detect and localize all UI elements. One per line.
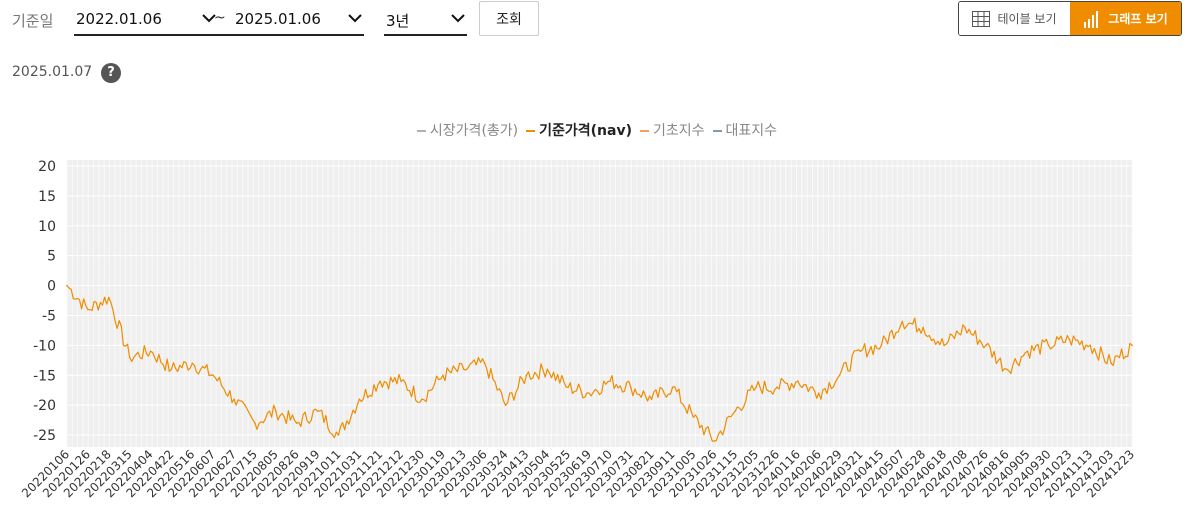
nav-data-point — [964, 326, 966, 329]
chevron-down-icon — [451, 14, 465, 23]
nav-data-point — [671, 386, 674, 389]
start-date-value: 2022.01.06 — [76, 10, 162, 28]
nav-data-point — [817, 392, 820, 394]
nav-data-point — [1047, 344, 1050, 347]
nav-data-point — [630, 386, 632, 389]
nav-data-point — [943, 344, 945, 347]
y-tick-label: 20 — [38, 159, 56, 175]
legend-item-0[interactable]: 시장가격(총가) — [416, 120, 519, 140]
legend-swatch — [640, 130, 649, 132]
nav-data-point — [713, 440, 716, 442]
nav-data-point — [567, 386, 569, 389]
table-view-button[interactable]: 테이블 보기 — [959, 2, 1070, 35]
nav-data-point — [400, 380, 402, 383]
nav-data-point — [212, 374, 214, 377]
nav-data-point — [755, 386, 757, 389]
nav-data-point — [191, 362, 194, 365]
nav-data-point — [66, 284, 68, 287]
date-range-tilde: ~ — [214, 10, 226, 26]
search-button[interactable]: 조회 — [479, 1, 539, 36]
help-icon[interactable]: ? — [101, 63, 121, 83]
end-date-select[interactable]: 2025.01.06 — [233, 4, 364, 34]
base-date-label: 기준일 — [12, 12, 54, 30]
view-toggle: 테이블 보기 그래프 보기 — [958, 1, 1182, 36]
nav-data-point — [233, 398, 235, 400]
nav-data-point — [1068, 338, 1071, 341]
legend-swatch — [416, 130, 426, 132]
nav-data-point — [316, 410, 319, 412]
nav-data-point — [901, 320, 904, 323]
nav-series-line — [66, 285, 1133, 442]
nav-data-point — [358, 398, 361, 400]
legend-label: 대표지수 — [725, 123, 778, 139]
nav-data-point — [525, 374, 528, 377]
y-tick-label: -5 — [42, 308, 56, 324]
y-tick-label: 10 — [38, 219, 56, 235]
nav-data-point — [128, 356, 131, 359]
period-select[interactable]: 3년 — [384, 4, 467, 36]
bar-chart-icon — [1084, 10, 1099, 28]
end-date-value: 2025.01.06 — [235, 10, 321, 28]
legend-label: 기초지수 — [653, 123, 705, 139]
nav-data-point — [880, 344, 883, 347]
nav-data-point — [692, 416, 695, 418]
chevron-down-icon — [348, 14, 362, 23]
nav-data-point — [588, 392, 590, 394]
nav-data-point — [1089, 344, 1092, 347]
nav-data-point — [546, 368, 549, 371]
nav-data-point — [838, 374, 841, 377]
graph-view-button[interactable]: 그래프 보기 — [1070, 2, 1181, 35]
nav-data-point — [859, 350, 862, 353]
y-tick-label: 15 — [38, 189, 56, 205]
graph-view-label: 그래프 보기 — [1108, 12, 1168, 26]
y-tick-label: 5 — [47, 249, 56, 265]
nav-data-point — [650, 398, 653, 400]
legend-item-1[interactable]: 기준가격(nav) — [526, 120, 632, 140]
nav-data-point — [504, 404, 507, 406]
table-view-label: 테이블 보기 — [997, 12, 1057, 26]
table-grid-icon — [972, 10, 991, 27]
legend-label: 기준가격(nav) — [539, 123, 632, 139]
nav-data-point — [797, 380, 799, 383]
legend-item-2[interactable]: 기초지수 — [640, 120, 705, 140]
nav-data-point — [442, 374, 444, 377]
nav-data-point — [107, 296, 110, 299]
nav-data-point — [483, 362, 486, 365]
y-tick-label: -15 — [33, 368, 56, 384]
legend-swatch — [712, 130, 722, 132]
nav-data-point — [170, 368, 173, 371]
y-tick-label: 0 — [47, 279, 56, 295]
nav-data-point — [87, 308, 89, 311]
nav-data-point — [985, 344, 987, 347]
nav-data-point — [254, 422, 256, 424]
nav-data-point — [1131, 344, 1133, 347]
nav-data-point — [922, 326, 924, 329]
nav-data-point — [734, 410, 737, 412]
nav-data-point — [149, 350, 152, 353]
legend-item-3[interactable]: 대표지수 — [712, 120, 778, 140]
period-value: 3년 — [386, 12, 410, 30]
as-of-date: 2025.01.07 — [12, 64, 93, 80]
y-tick-label: -20 — [33, 398, 56, 414]
nav-data-point — [1026, 350, 1029, 353]
chart-legend: 시장가격(총가) 기준가격(nav) 기초지수 대표지수 — [0, 120, 1194, 140]
nav-data-point — [275, 410, 277, 412]
nav-data-point — [421, 398, 423, 400]
legend-label: 시장가격(총가) — [429, 123, 519, 139]
nav-data-point — [1005, 368, 1008, 371]
legend-swatch — [526, 130, 536, 132]
chevron-down-icon — [202, 14, 216, 23]
y-tick-label: -25 — [33, 428, 56, 444]
nav-data-point — [295, 422, 298, 424]
nav-data-point — [337, 434, 340, 436]
nav-data-point — [1110, 362, 1112, 365]
start-date-select[interactable]: 2022.01.06 — [74, 4, 364, 36]
y-tick-label: -10 — [33, 338, 56, 354]
nav-data-point — [776, 386, 778, 389]
nav-data-point — [379, 380, 382, 383]
nav-data-point — [462, 368, 465, 371]
nav-data-point — [609, 380, 611, 383]
